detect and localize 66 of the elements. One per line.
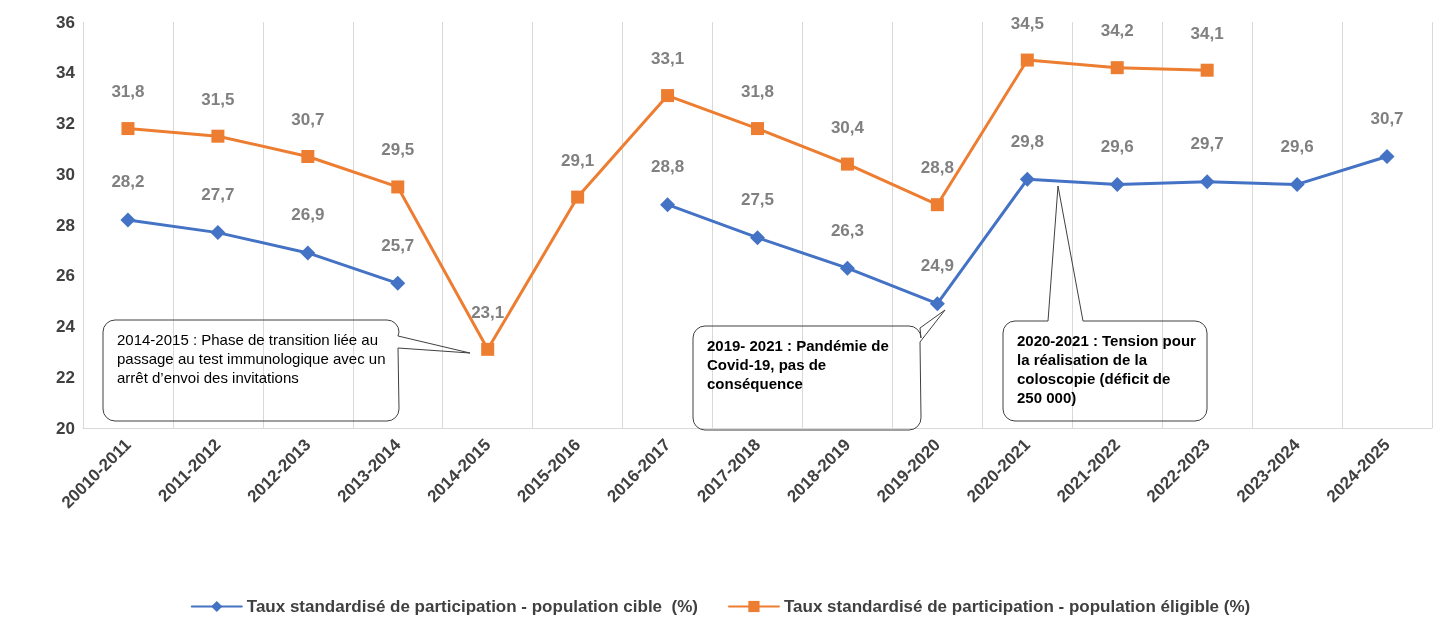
point [661, 89, 675, 103]
data-label: 30,7 [291, 109, 325, 129]
data-label: 30,7 [1370, 108, 1404, 128]
point [301, 149, 315, 163]
data-label: 29,5 [381, 140, 415, 160]
point [391, 180, 405, 194]
data-label: 28,8 [651, 157, 685, 177]
data-label: 28,8 [920, 158, 954, 178]
y-tick-label: 36 [56, 12, 75, 32]
data-label: 31,5 [201, 89, 235, 109]
y-tick-label: 30 [56, 164, 75, 184]
y-tick-label: 28 [56, 215, 75, 235]
data-label: 29,6 [1100, 136, 1134, 156]
point [121, 122, 135, 136]
data-label: 24,9 [920, 256, 954, 276]
annotation: 2019- 2021 : Pandémie de Covid-19, pas de conséquence [707, 336, 890, 393]
y-tick-label: 24 [56, 317, 76, 336]
point [750, 230, 765, 246]
data-label: 29,1 [561, 150, 595, 170]
data-label: 23,1 [471, 302, 505, 322]
data-label: 30,4 [830, 117, 865, 137]
data-label: 27,5 [740, 190, 775, 210]
point [481, 342, 495, 356]
annotation: 2014-2015 : Phase de transition liée au passage au test immunologique avec un arrêt d’envoi des invitations [117, 330, 387, 387]
y-tick-label: 22 [56, 367, 75, 387]
data-label: 34,1 [1190, 23, 1224, 43]
point [1289, 176, 1305, 192]
point [660, 197, 676, 213]
data-label: 28,2 [111, 172, 145, 192]
point [571, 190, 585, 204]
data-label: 34,5 [1010, 13, 1044, 33]
data-label: 31,8 [111, 82, 145, 102]
legend-label: Taux standardisé de participation - population cible (%) [246, 597, 698, 616]
point [1379, 148, 1395, 164]
y-tick-label: 20 [56, 418, 75, 438]
legend-label: Taux standardisé de participation - population éligible (%) [783, 597, 1251, 616]
y-tick-label: 26 [56, 266, 75, 286]
point [751, 122, 764, 136]
point [929, 296, 945, 312]
point [120, 212, 136, 228]
y-tick-label: 32 [56, 114, 75, 133]
point [1109, 176, 1125, 192]
data-label: 29,7 [1190, 134, 1224, 154]
data-label: 26,3 [830, 220, 864, 240]
point [839, 260, 855, 276]
y-tick-label: 34 [56, 63, 76, 83]
point [840, 157, 854, 171]
data-label: 25,7 [381, 235, 415, 255]
data-label: 33,1 [651, 49, 685, 69]
point [390, 275, 406, 291]
point [210, 225, 226, 241]
data-label: 27,7 [201, 185, 235, 205]
data-label: 31,8 [740, 82, 775, 102]
point [1199, 174, 1215, 190]
point [1110, 61, 1124, 75]
data-label: 29,6 [1280, 136, 1314, 156]
point [1200, 63, 1214, 77]
point [1019, 171, 1035, 187]
point [211, 129, 225, 143]
data-label: 26,9 [291, 205, 325, 225]
data-label: 29,8 [1010, 131, 1044, 151]
point [1020, 53, 1034, 67]
point [300, 245, 316, 261]
point [930, 198, 944, 212]
data-label: 34,2 [1100, 21, 1134, 41]
annotation: 2020-2021 : Tension pour la réalisation de la coloscopie (déficit de 250 000) [1017, 331, 1197, 407]
